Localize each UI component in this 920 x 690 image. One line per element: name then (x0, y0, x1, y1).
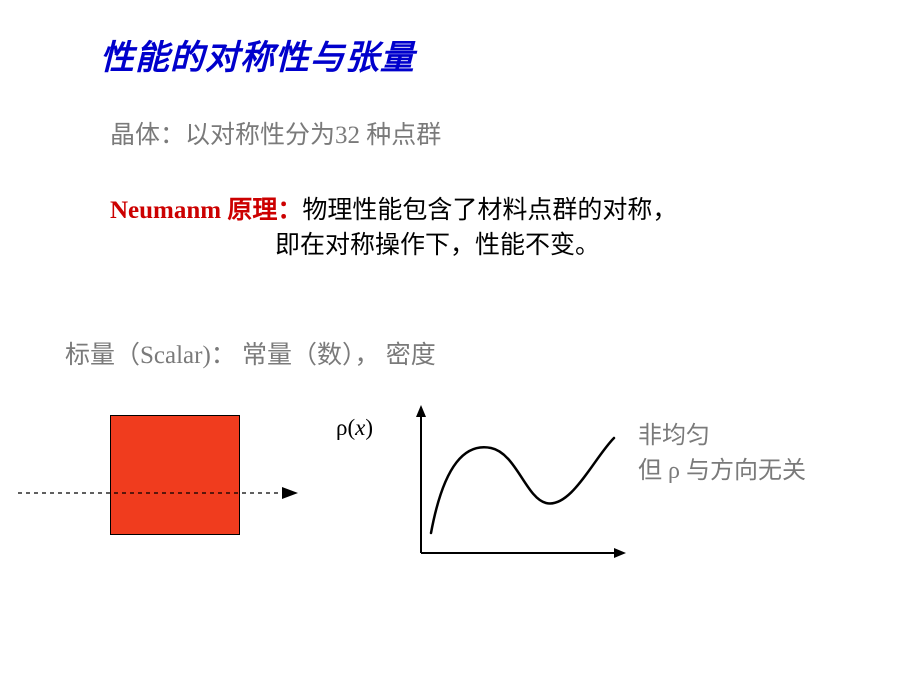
figure-area: ρ(x) 非均匀 但 ρ 与方向无关 (18, 415, 898, 585)
axes-plot (396, 403, 631, 578)
rho-symbol: ρ (336, 415, 347, 440)
y-axis-arrow-icon (416, 405, 426, 417)
rho-open: ( (347, 415, 355, 440)
dashed-arrow-icon (18, 483, 298, 503)
rho-close: ) (365, 415, 373, 440)
principle-text-2: 即在对称操作下，性能不变。 (275, 225, 600, 261)
neumann-label: Neumanm 原理： (110, 197, 302, 224)
rho-var: x (355, 415, 365, 440)
density-curve (431, 438, 614, 533)
rho-label: ρ(x) (336, 415, 373, 441)
principle-row-1: Neumanm 原理：物理性能包含了材料点群的对称， (110, 190, 677, 226)
red-square (110, 415, 240, 535)
principle-text-1: 物理性能包含了材料点群的对称， (302, 197, 677, 224)
note-line-2: 但 ρ 与方向无关 (638, 450, 806, 485)
crystal-line: 晶体：以对称性分为32 种点群 (110, 115, 441, 151)
x-axis-arrow-icon (614, 548, 626, 558)
page-title: 性能的对称性与张量 (100, 30, 415, 79)
note-line-1: 非均匀 (638, 415, 710, 450)
slide: 性能的对称性与张量 晶体：以对称性分为32 种点群 Neumanm 原理：物理性… (0, 0, 920, 690)
scalar-line: 标量（Scalar)： 常量（数）， 密度 (65, 335, 436, 371)
